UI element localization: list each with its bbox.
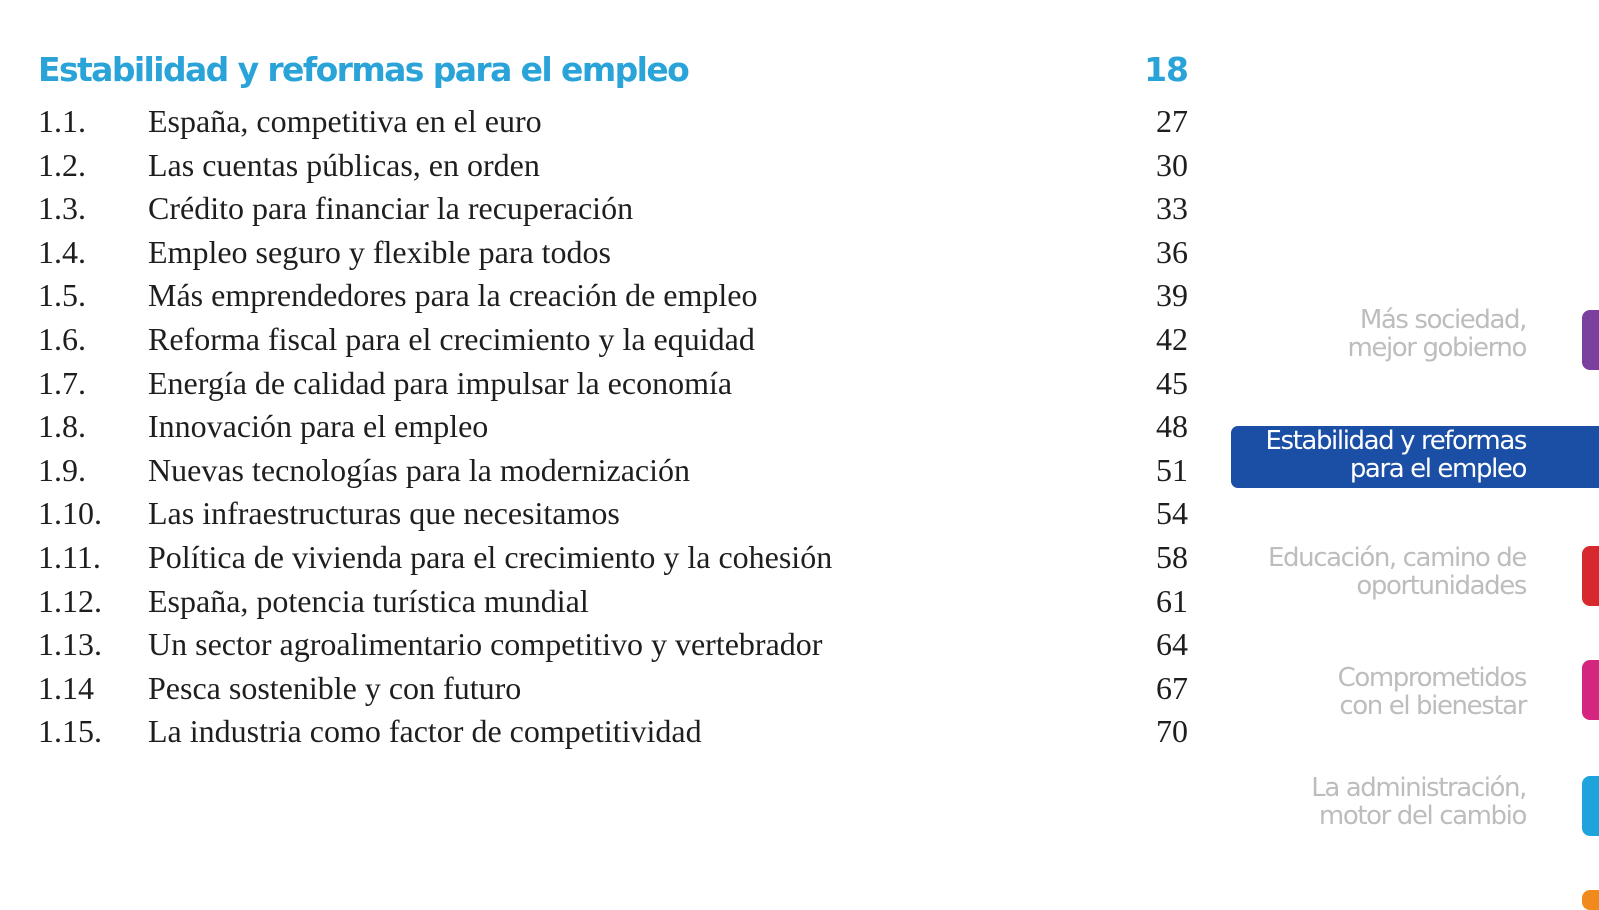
table-of-contents: Estabilidad y reformas para el empleo 18… <box>38 44 1189 754</box>
entry-number: 1.1. <box>38 103 86 139</box>
entry-number: 1.15. <box>38 713 102 750</box>
nav-tab-magenta[interactable] <box>1582 660 1599 720</box>
entry-number: 1.5. <box>38 277 86 314</box>
entry-title: La industria como factor de competitivid… <box>148 713 702 750</box>
entry-title: Innovación para el empleo <box>148 408 489 445</box>
nav-item-estabilidad-active[interactable] <box>1231 426 1599 488</box>
entry-title: Política de vivienda para el crecimiento… <box>148 538 833 575</box>
entry-number: 1.2. <box>38 146 86 183</box>
toc-entry[interactable]: 1.2. Las cuentas públicas, en orden 30 <box>38 144 1188 188</box>
nav-item-label-line2: con el bienestar <box>1339 691 1527 721</box>
entry-page-number: 67 <box>1156 669 1188 706</box>
entry-number: 1.9. <box>38 451 86 488</box>
entry-page-number: 51 <box>1156 451 1188 488</box>
nav-item-label-line2: motor del cambio <box>1318 801 1527 831</box>
entry-number: 1.3. <box>38 190 86 227</box>
nav-item-label-line2: para el empleo <box>1349 454 1528 484</box>
entry-title: Empleo seguro y flexible para todos <box>148 233 611 270</box>
toc-entry[interactable]: 1.9. Nuevas tecnologías para la moderniz… <box>38 449 1188 493</box>
entry-page-number: 64 <box>1156 626 1188 663</box>
entry-number: 1.7. <box>38 364 86 401</box>
nav-item-educacion[interactable]: Educación, camino de oportunidades <box>1267 543 1527 601</box>
entry-title: Nuevas tecnologías para la modernización <box>148 451 690 488</box>
entry-page-number: 61 <box>1156 582 1188 619</box>
entry-title: Un sector agroalimentario competitivo y … <box>148 626 823 663</box>
nav-item-label-line2: oportunidades <box>1356 571 1527 601</box>
toc-entry[interactable]: 1.10. Las infraestructuras que necesitam… <box>38 492 1188 536</box>
entry-number: 1.11. <box>38 538 101 575</box>
nav-item-administracion[interactable]: La administración, motor del cambio <box>1311 773 1527 831</box>
section-page-number: 18 <box>1144 50 1189 89</box>
toc-entry[interactable]: 1.6. Reforma fiscal para el crecimiento … <box>38 318 1188 362</box>
entry-title: Energía de calidad para impulsar la econ… <box>148 364 733 401</box>
entry-page-number: 27 <box>1156 103 1188 139</box>
entry-title: Las cuentas públicas, en orden <box>148 146 540 183</box>
entry-page-number: 70 <box>1156 713 1188 750</box>
toc-entry[interactable]: 1.8. Innovación para el empleo 48 <box>38 405 1188 449</box>
toc-entry[interactable]: 1.15. La industria como factor de compet… <box>38 710 1188 754</box>
nav-item-label-line1: Más sociedad, <box>1359 305 1528 335</box>
toc-entry[interactable]: 1.12. España, potencia turística mundial… <box>38 580 1188 624</box>
entry-number: 1.12. <box>38 582 102 619</box>
entry-page-number: 58 <box>1156 538 1188 575</box>
entry-number: 1.14 <box>38 669 94 706</box>
toc-entry[interactable]: 1.4. Empleo seguro y flexible para todos… <box>38 231 1188 275</box>
toc-entry[interactable]: 1.13. Un sector agroalimentario competit… <box>38 623 1188 667</box>
section-title: Estabilidad y reformas para el empleo <box>38 50 690 89</box>
nav-tab-red[interactable] <box>1582 546 1599 606</box>
nav-item-label-line2: mejor gobierno <box>1347 333 1527 363</box>
entry-page-number: 30 <box>1156 146 1188 183</box>
nav-item-mas-sociedad[interactable]: Más sociedad, mejor gobierno <box>1347 305 1528 363</box>
entry-title: Crédito para financiar la recuperación <box>148 190 634 227</box>
toc-entry[interactable]: 1.14 Pesca sostenible y con futuro 67 <box>38 667 1188 711</box>
nav-tab-purple[interactable] <box>1582 310 1599 370</box>
toc-entry[interactable]: 1.1. España, competitiva en el euro 27 <box>38 100 1188 144</box>
nav-item-label-line1: Educación, camino de <box>1267 543 1527 573</box>
toc-entry[interactable]: 1.3. Crédito para financiar la recuperac… <box>38 187 1188 231</box>
entry-title: Pesca sostenible y con futuro <box>148 669 522 706</box>
entry-page-number: 42 <box>1156 320 1188 357</box>
entry-page-number: 39 <box>1156 277 1188 314</box>
entry-title: Más emprendedores para la creación de em… <box>148 277 758 314</box>
entry-page-number: 48 <box>1156 408 1188 445</box>
section-side-nav: Más sociedad, mejor gobierno Estabilidad… <box>1200 0 1599 910</box>
entry-title: España, competitiva en el euro <box>148 103 542 139</box>
entry-number: 1.10. <box>38 495 102 532</box>
entry-page-number: 54 <box>1156 495 1188 532</box>
entry-title: España, potencia turística mundial <box>148 582 589 619</box>
entry-page-number: 33 <box>1156 190 1188 227</box>
nav-item-comprometidos[interactable]: Comprometidos con el bienestar <box>1337 663 1528 721</box>
toc-section-heading[interactable]: Estabilidad y reformas para el empleo 18 <box>38 44 1189 100</box>
toc-entry[interactable]: 1.11. Política de vivienda para el creci… <box>38 536 1188 580</box>
entry-number: 1.13. <box>38 626 102 663</box>
entry-page-number: 45 <box>1156 364 1188 401</box>
toc-entry[interactable]: 1.5. Más emprendedores para la creación … <box>38 274 1188 318</box>
entry-title: Las infraestructuras que necesitamos <box>148 495 620 532</box>
entry-title: Reforma fiscal para el crecimiento y la … <box>148 320 755 357</box>
entry-number: 1.6. <box>38 320 86 357</box>
nav-tab-cyan[interactable] <box>1582 776 1599 836</box>
nav-item-label-line1: Comprometidos <box>1337 663 1528 693</box>
entry-page-number: 36 <box>1156 233 1188 270</box>
entry-number: 1.4. <box>38 233 86 270</box>
entry-number: 1.8. <box>38 408 86 445</box>
toc-entry-list: 1.1. España, competitiva en el euro 27 1… <box>38 100 1188 754</box>
nav-tab-orange[interactable] <box>1582 890 1599 910</box>
nav-item-active-label: Estabilidad y reformas para el empleo <box>1265 426 1528 484</box>
nav-item-label-line1: Estabilidad y reformas <box>1265 426 1527 456</box>
nav-item-label-line1: La administración, <box>1311 773 1527 803</box>
toc-entry[interactable]: 1.7. Energía de calidad para impulsar la… <box>38 362 1188 406</box>
